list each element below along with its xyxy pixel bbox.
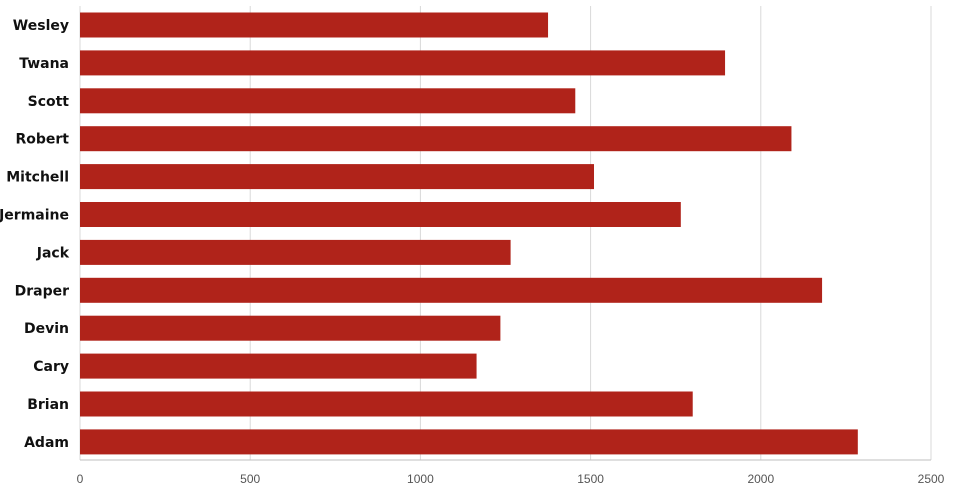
bar-robert xyxy=(80,126,792,152)
category-label: Jack xyxy=(36,245,70,261)
bar-twana xyxy=(80,50,726,76)
x-tick-label: 1000 xyxy=(407,472,434,486)
category-label: Brian xyxy=(27,397,69,413)
category-label: Scott xyxy=(28,94,70,110)
bar-draper xyxy=(80,277,823,303)
bar-wesley xyxy=(80,12,549,38)
category-label: Wesley xyxy=(13,18,69,34)
category-labels: Wesley Twana Scott Robert Mitchell Jermaine Ja… xyxy=(0,18,70,451)
grid-layer xyxy=(79,6,932,461)
bar-mitchell xyxy=(80,164,595,190)
category-label: Mitchell xyxy=(6,170,69,186)
x-tick-labels: 0 500 1000 1500 2000 2500 xyxy=(77,472,945,486)
bar-adam xyxy=(80,429,858,455)
x-tick-label: 1500 xyxy=(577,472,604,486)
bar-layer xyxy=(80,12,858,455)
x-tick-label: 0 xyxy=(77,472,84,486)
bar-cary xyxy=(80,353,477,379)
bar-jermaine xyxy=(80,202,681,227)
category-label: Robert xyxy=(15,132,69,148)
bar-scott xyxy=(80,88,576,114)
category-label: Draper xyxy=(15,283,69,299)
category-label: Devin xyxy=(24,321,69,337)
category-label: Adam xyxy=(24,435,69,451)
category-label: Twana xyxy=(19,56,69,72)
bar-devin xyxy=(80,315,501,341)
category-label: Cary xyxy=(33,359,69,375)
category-label: Jermaine xyxy=(0,208,69,224)
bar-brian xyxy=(80,391,693,417)
bar-jack xyxy=(80,239,511,265)
x-tick-label: 2000 xyxy=(747,472,774,486)
x-tick-label: 2500 xyxy=(918,472,945,486)
x-tick-label: 500 xyxy=(240,472,260,486)
